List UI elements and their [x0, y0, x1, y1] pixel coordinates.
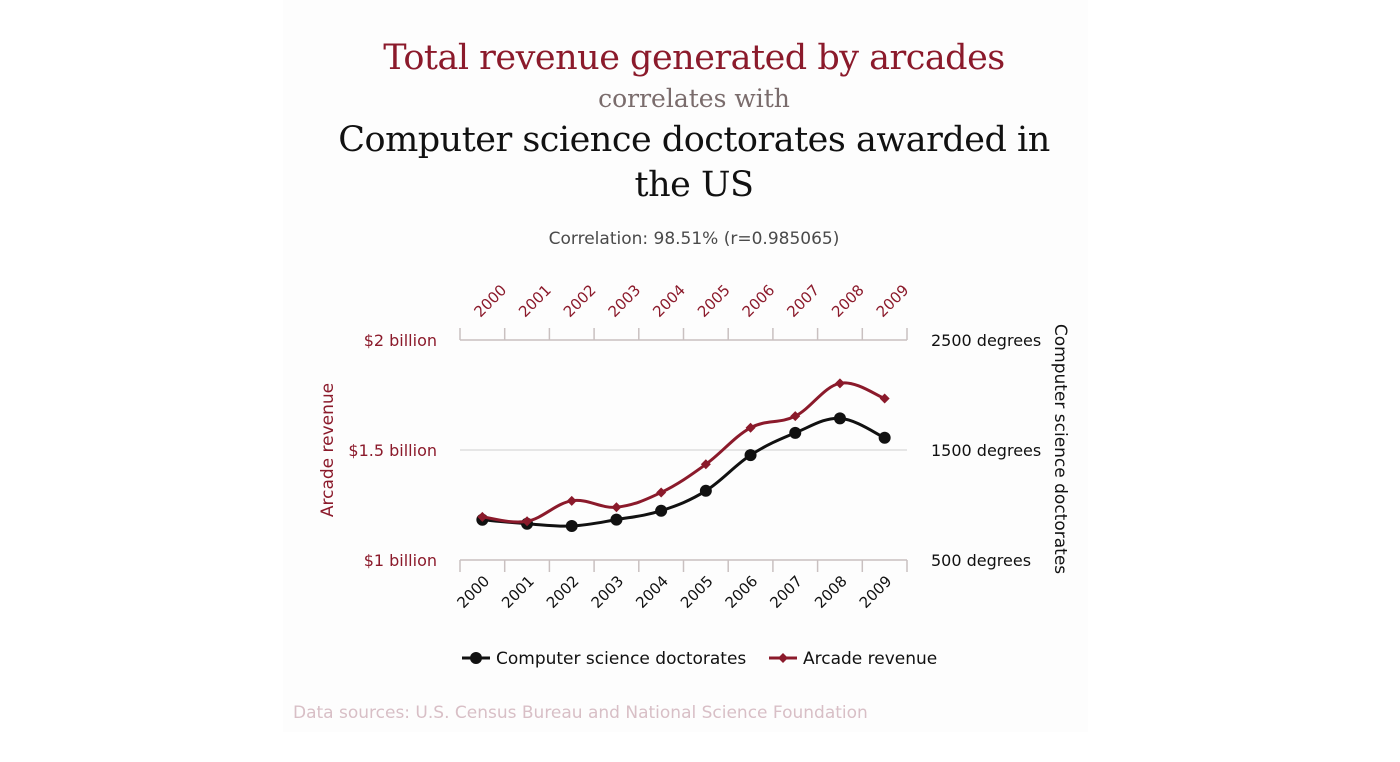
x-tick-label-bottom: 2001	[498, 572, 538, 612]
data-point-arcade-revenue	[879, 393, 890, 404]
data-point-computer-science-doctorates	[565, 520, 578, 533]
x-tick-label-top: 2006	[739, 281, 779, 321]
data-point-arcade-revenue	[522, 516, 533, 527]
chart-subtitle-text: Computer science doctorates awarded in t…	[338, 120, 1050, 205]
x-tick-label-bottom: 2003	[588, 572, 628, 612]
series-line-arcade-revenue	[482, 381, 886, 524]
data-point-arcade-revenue	[790, 411, 801, 422]
x-tick-label-bottom: 2002	[543, 572, 583, 612]
x-tick-label-top: 2008	[828, 281, 868, 321]
data-point-arcade-revenue	[834, 378, 845, 389]
x-tick-label-bottom: 2009	[856, 572, 896, 612]
data-point-computer-science-doctorates	[699, 484, 712, 497]
x-tick-label-top: 2001	[515, 281, 555, 321]
data-point-computer-science-doctorates	[744, 449, 757, 462]
x-tick-label-top: 2007	[783, 281, 823, 321]
data-point-arcade-revenue	[745, 422, 756, 433]
correlation-text: Correlation: 98.51% (r=0.985065)	[548, 229, 840, 249]
x-tick-label-bottom: 2007	[766, 572, 806, 612]
x-tick-label-top: 2003	[605, 281, 645, 321]
x-tick-label-top: 2002	[560, 281, 600, 321]
data-point-arcade-revenue	[700, 459, 711, 470]
data-point-computer-science-doctorates	[789, 426, 802, 439]
data-point-computer-science-doctorates	[833, 412, 846, 425]
right-axis-title: Computer science doctorates	[1050, 324, 1070, 574]
title-connector: correlates with	[598, 84, 790, 113]
right-y-tick-label: 2500 degrees	[931, 331, 1041, 350]
x-tick-label-bottom: 2004	[632, 572, 672, 612]
x-tick-label-bottom: 2008	[811, 572, 851, 612]
data-point-arcade-revenue	[656, 487, 667, 498]
chart-card	[283, 0, 1088, 732]
data-point-computer-science-doctorates	[878, 431, 891, 444]
x-tick-label-top: 2004	[649, 281, 689, 321]
chart-title: Total revenue generated by arcades	[383, 38, 1005, 78]
left-axis-title: Arcade revenue	[318, 383, 338, 517]
data-point-computer-science-doctorates	[655, 504, 668, 517]
legend-marker-arcade-revenue	[778, 653, 788, 663]
legend-marker-computer-science-doctorates	[470, 652, 482, 664]
left-y-tick-label: $2 billion	[364, 331, 437, 350]
x-tick-label-top: 2005	[694, 281, 734, 321]
data-source-note: Data sources: U.S. Census Bureau and Nat…	[293, 703, 868, 723]
x-tick-label-top: 2000	[470, 281, 510, 321]
data-point-arcade-revenue	[477, 511, 488, 522]
data-point-computer-science-doctorates	[610, 513, 623, 526]
x-tick-label-bottom: 2005	[677, 572, 717, 612]
data-point-arcade-revenue	[566, 495, 577, 506]
series-line-computer-science-doctorates	[482, 416, 886, 528]
legend-label-arcade-revenue: Arcade revenue	[803, 649, 937, 669]
legend-label-computer-science-doctorates: Computer science doctorates	[496, 649, 746, 669]
x-tick-label-bottom: 2006	[722, 572, 762, 612]
chart-subtitle: Computer science doctorates awarded in t…	[0, 118, 1388, 208]
left-y-tick-label: $1.5 billion	[348, 441, 437, 460]
x-tick-label-bottom: 2000	[453, 572, 493, 612]
x-tick-label-top: 2009	[873, 281, 913, 321]
left-y-tick-label: $1 billion	[364, 551, 437, 570]
right-y-tick-label: 500 degrees	[931, 551, 1031, 570]
right-y-tick-label: 1500 degrees	[931, 441, 1041, 460]
data-point-arcade-revenue	[611, 502, 622, 513]
